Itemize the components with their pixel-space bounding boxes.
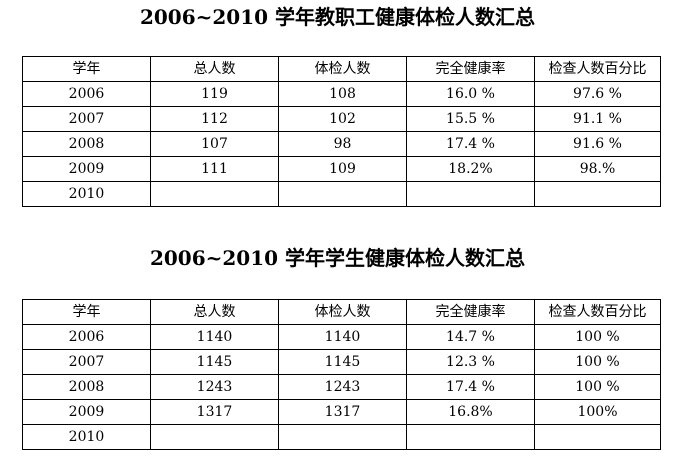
cell-total-count [150, 424, 279, 450]
column-header-healthy-rate: 完全健康率 [406, 299, 535, 325]
table-row: 2007 112 102 15.5 % 91.1 % [22, 106, 661, 132]
cell-healthy-rate [406, 424, 535, 450]
cell-healthy-rate: 15.5 % [406, 106, 535, 132]
table-header-row: 学年 总人数 体检人数 完全健康率 检查人数百分比 [22, 56, 661, 82]
cell-examined-percent [534, 424, 661, 450]
cell-examined-percent: 100 % [534, 324, 661, 350]
cell-healthy-rate: 16.8% [406, 399, 535, 425]
cell-year: 2006 [22, 324, 151, 350]
cell-year: 2009 [22, 156, 151, 182]
cell-total-count: 1145 [150, 349, 279, 375]
cell-examined-count: 1140 [278, 324, 407, 350]
cell-total-count [150, 181, 279, 207]
cell-healthy-rate: 14.7 % [406, 324, 535, 350]
table-row: 2009 111 109 18.2% 98.% [22, 156, 661, 182]
cell-year: 2007 [22, 349, 151, 375]
student-table-title: 2006~2010 学年学生健康体检人数汇总 [149, 246, 526, 270]
cell-examined-count: 1317 [278, 399, 407, 425]
cell-examined-percent: 100 % [534, 349, 661, 375]
table-row: 2009 1317 1317 16.8% 100% [22, 399, 661, 425]
column-header-total-count: 总人数 [150, 56, 279, 82]
table-header-row: 学年 总人数 体检人数 完全健康率 检查人数百分比 [22, 299, 661, 325]
column-header-year: 学年 [22, 56, 151, 82]
cell-examined-percent: 98.% [534, 156, 661, 182]
cell-examined-count: 1243 [278, 374, 407, 400]
cell-year: 2009 [22, 399, 151, 425]
cell-healthy-rate: 17.4 % [406, 131, 535, 157]
cell-total-count: 112 [150, 106, 279, 132]
cell-year: 2010 [22, 424, 151, 450]
cell-examined-percent [534, 181, 661, 207]
cell-healthy-rate [406, 181, 535, 207]
cell-examined-count: 108 [278, 81, 407, 107]
column-header-examined-percent: 检查人数百分比 [534, 56, 661, 82]
cell-examined-count: 102 [278, 106, 407, 132]
column-header-examined-count: 体检人数 [278, 56, 407, 82]
cell-total-count: 1243 [150, 374, 279, 400]
cell-year: 2010 [22, 181, 151, 207]
staff-health-table: 学年 总人数 体检人数 完全健康率 检查人数百分比 2006 119 108 16.0 % 97.… [22, 56, 661, 207]
table-row: 2010 [22, 424, 661, 450]
table-row: 2007 1145 1145 12.3 % 100 % [22, 349, 661, 375]
table-row: 2006 1140 1140 14.7 % 100 % [22, 324, 661, 350]
table-row: 2006 119 108 16.0 % 97.6 % [22, 81, 661, 107]
cell-examined-percent: 97.6 % [534, 81, 661, 107]
cell-examined-percent: 91.6 % [534, 131, 661, 157]
cell-healthy-rate: 18.2% [406, 156, 535, 182]
cell-total-count: 1140 [150, 324, 279, 350]
column-header-examined-count: 体检人数 [278, 299, 407, 325]
column-header-year: 学年 [22, 299, 151, 325]
cell-examined-count: 109 [278, 156, 407, 182]
cell-examined-percent: 91.1 % [534, 106, 661, 132]
cell-examined-percent: 100 % [534, 374, 661, 400]
cell-healthy-rate: 17.4 % [406, 374, 535, 400]
column-header-examined-percent: 检查人数百分比 [534, 299, 661, 325]
staff-table-title: 2006~2010 学年教职工健康体检人数汇总 [139, 5, 536, 29]
table-row: 2010 [22, 181, 661, 207]
cell-total-count: 1317 [150, 399, 279, 425]
cell-examined-count [278, 424, 407, 450]
cell-total-count: 119 [150, 81, 279, 107]
table-row: 2008 107 98 17.4 % 91.6 % [22, 131, 661, 157]
cell-year: 2006 [22, 81, 151, 107]
cell-year: 2008 [22, 374, 151, 400]
cell-healthy-rate: 16.0 % [406, 81, 535, 107]
cell-healthy-rate: 12.3 % [406, 349, 535, 375]
column-header-healthy-rate: 完全健康率 [406, 56, 535, 82]
cell-examined-count: 98 [278, 131, 407, 157]
cell-total-count: 107 [150, 131, 279, 157]
cell-total-count: 111 [150, 156, 279, 182]
column-header-total-count: 总人数 [150, 299, 279, 325]
table-row: 2008 1243 1243 17.4 % 100 % [22, 374, 661, 400]
cell-examined-percent: 100% [534, 399, 661, 425]
cell-examined-count [278, 181, 407, 207]
cell-year: 2008 [22, 131, 151, 157]
cell-examined-count: 1145 [278, 349, 407, 375]
student-health-table: 学年 总人数 体检人数 完全健康率 检查人数百分比 2006 1140 1140 14.7 % 1… [22, 299, 661, 450]
cell-year: 2007 [22, 106, 151, 132]
